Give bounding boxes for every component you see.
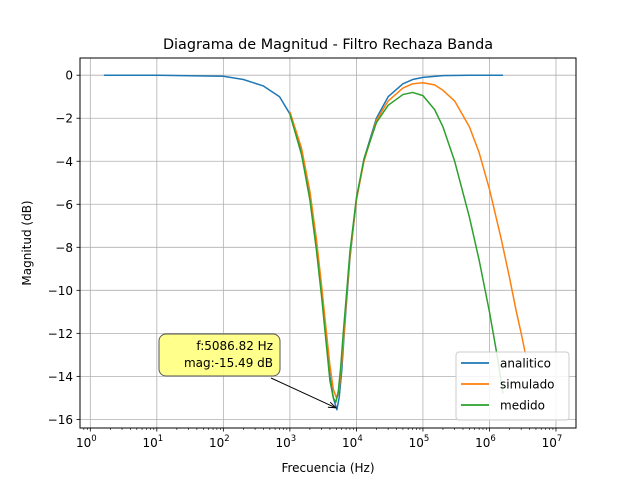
legend-label-medido: medido <box>500 399 545 413</box>
x-tick-exponent: 7 <box>557 434 562 444</box>
peak-annotation: f:5086.82 Hz mag:-15.49 dB <box>158 333 338 409</box>
annotation-arrow-head <box>327 401 338 409</box>
x-tick-exponent: 1 <box>158 434 163 444</box>
annotation-arrow-line <box>270 377 335 408</box>
x-tick-base: 10 <box>475 436 490 450</box>
y-tick-label: 0 <box>65 69 73 83</box>
y-tick-label: −16 <box>48 413 73 427</box>
x-tick-base: 10 <box>542 436 557 450</box>
y-axis-label: Magnitud (dB) <box>20 200 34 285</box>
x-tick-label: 100 <box>76 434 97 450</box>
x-tick-base: 10 <box>276 436 291 450</box>
x-tick-base: 10 <box>209 436 224 450</box>
legend: analitico simulado medido <box>455 351 570 421</box>
x-axis-label: Frecuencia (Hz) <box>281 461 374 475</box>
legend-label-simulado: simulado <box>500 378 555 392</box>
legend-box <box>455 351 570 421</box>
annotation-box <box>158 333 281 377</box>
x-tick-base: 10 <box>409 436 424 450</box>
plot-frame <box>79 57 577 429</box>
annotation-magnitude: mag:-15.49 dB <box>184 356 273 370</box>
x-tick-label: 101 <box>142 434 163 450</box>
y-tick-label: −8 <box>55 241 73 255</box>
series-line-analitico <box>103 74 504 411</box>
y-tick-label: −4 <box>55 155 73 169</box>
y-tick-label: −10 <box>48 284 73 298</box>
y-tick-label: −12 <box>48 327 73 341</box>
x-tick-base: 10 <box>76 436 91 450</box>
x-tick-exponent: 2 <box>224 434 229 444</box>
y-tick-label: −14 <box>48 370 73 384</box>
series-line-medido <box>289 91 504 403</box>
x-tick-label: 104 <box>342 434 363 450</box>
x-tick-label: 105 <box>409 434 430 450</box>
y-tick-label: −2 <box>55 112 73 126</box>
chart-title: Diagrama de Magnitud - Filtro Rechaza Ba… <box>163 37 493 53</box>
series-lines <box>103 74 527 411</box>
x-tick-base: 10 <box>342 436 357 450</box>
y-tick-label: −6 <box>55 198 73 212</box>
axis-ticks: 100 101 102 103 104 105 106 1070−2−4−6−8−10−12−… <box>48 69 563 450</box>
annotation-frequency: f:5086.82 Hz <box>196 339 273 353</box>
legend-label-analitico: analitico <box>500 357 551 371</box>
x-tick-exponent: 6 <box>490 434 495 444</box>
x-tick-label: 102 <box>209 434 230 450</box>
x-tick-base: 10 <box>142 436 157 450</box>
x-tick-exponent: 4 <box>357 434 362 444</box>
x-tick-label: 103 <box>276 434 297 450</box>
x-tick-exponent: 5 <box>424 434 429 444</box>
x-tick-exponent: 0 <box>91 434 96 444</box>
x-tick-label: 106 <box>475 434 496 450</box>
x-tick-exponent: 3 <box>291 434 296 444</box>
x-tick-label: 107 <box>542 434 563 450</box>
